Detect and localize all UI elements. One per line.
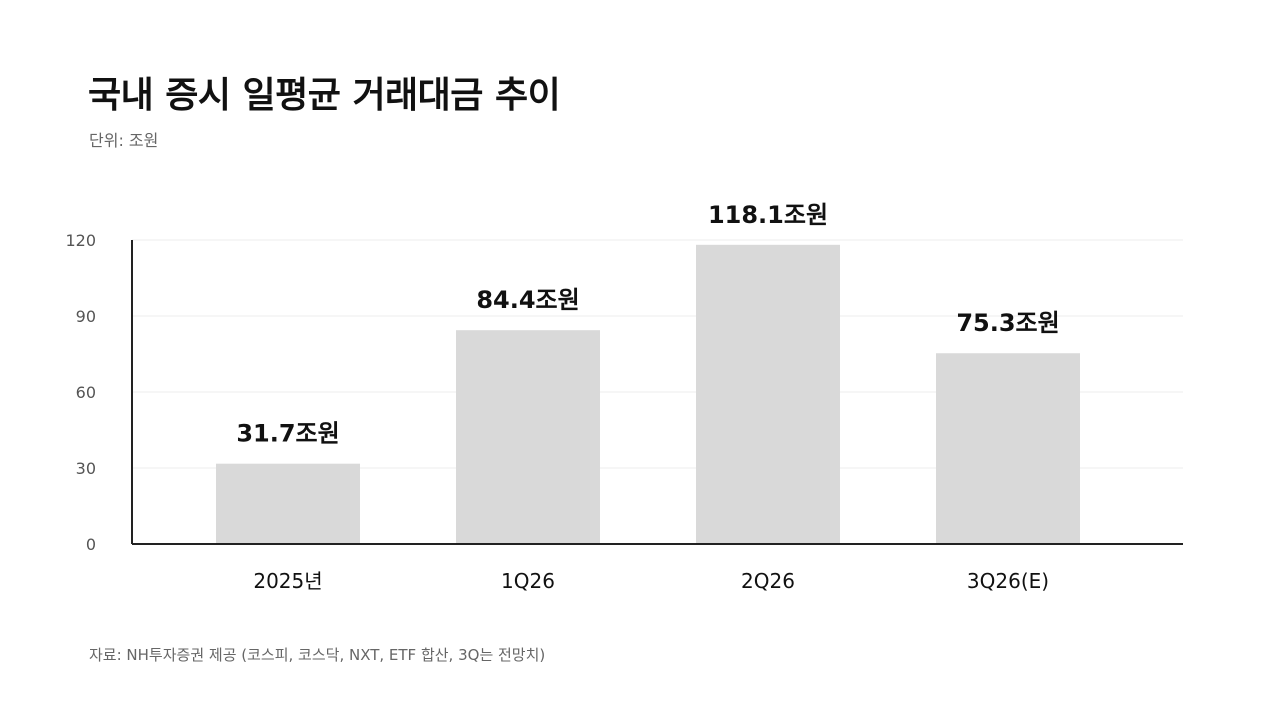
data-label: 84.4조원: [476, 286, 579, 314]
y-tick-label: 60: [76, 383, 96, 402]
source-note: 자료: NH투자증권 제공 (코스피, 코스닥, NXT, ETF 합산, 3Q…: [89, 646, 546, 664]
x-tick-label: 2025년: [253, 569, 322, 593]
x-tick-label: 1Q26: [501, 569, 555, 593]
bar: [936, 353, 1080, 544]
y-tick-label: 30: [76, 459, 96, 478]
unit-label: 단위: 조원: [89, 131, 159, 150]
data-label: 75.3조원: [956, 309, 1059, 337]
x-axis-ticks: 2025년 1Q26 2Q26 3Q26(E): [253, 569, 1049, 593]
data-label: 31.7조원: [236, 420, 339, 448]
chart-title: 국내 증시 일평균 거래대금 추이: [88, 75, 561, 116]
bars: [216, 244, 1080, 544]
x-tick-label: 2Q26: [741, 569, 795, 593]
bar: [696, 244, 840, 544]
y-tick-label: 120: [65, 231, 96, 250]
data-labels: 31.7조원 84.4조원 118.1조원 75.3조원: [236, 201, 1059, 448]
data-label: 118.1조원: [708, 201, 828, 229]
y-tick-label: 0: [86, 535, 96, 554]
bar: [216, 463, 360, 544]
y-tick-label: 90: [76, 307, 96, 326]
bar: [456, 330, 600, 544]
y-axis-ticks: 0 30 60 90 120: [65, 231, 96, 554]
x-tick-label: 3Q26(E): [967, 569, 1049, 593]
